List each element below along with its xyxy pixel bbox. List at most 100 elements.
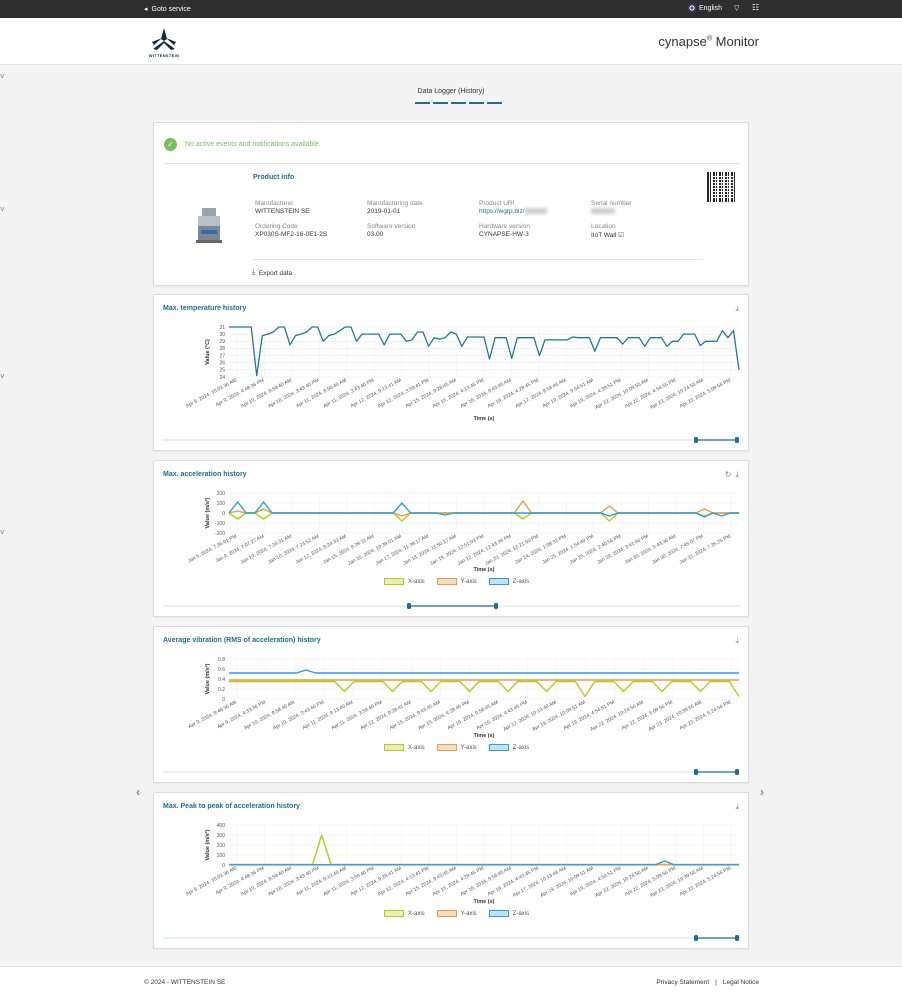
divider [164, 163, 740, 164]
x-tick-label: Apr 10, 2024, 3:43:40 PM [267, 377, 320, 409]
x-tick-label: Apr 12, 2024, 3:58:41 PM [377, 377, 430, 409]
footer-separator: | [715, 979, 717, 986]
x-tick-label: Apr 11, 2024, 3:58:40 PM [322, 865, 375, 897]
chart-title: Max. acceleration history [163, 471, 247, 478]
check-circle-icon: ✓ [164, 138, 177, 151]
ordering-code-field: Ordering Code XP030S-MF2-16-0E1-2S [255, 223, 328, 238]
legend-swatch [384, 744, 404, 751]
legend-swatch [488, 910, 509, 917]
y-axis-title: Value (m/s²) [204, 497, 211, 528]
y-tick-label: 0 [222, 697, 225, 703]
y-tick-label: 0.4 [218, 677, 225, 683]
range-slider-handle-left [407, 603, 411, 609]
software-version-field: Software version 03.00 [367, 223, 416, 238]
x-tick-label: Apr 12, 2024, 9:28:41 AM [359, 699, 412, 731]
legend-swatch [436, 578, 457, 585]
product-info-title: Product info [253, 174, 295, 181]
download-icon[interactable]: ⤓ [735, 304, 739, 313]
edge-marker: ˅ [0, 205, 5, 214]
x-tick-label: Apr 23, 2024, 5:09:56 PM [679, 377, 732, 409]
x-tick-label: Apr 10, 2024, 3:43:40 PM [272, 699, 325, 731]
chart-title: Max. Peak to peak of acceleration histor… [163, 803, 300, 810]
legend-label: Z-axis [512, 910, 530, 917]
legend-swatch [384, 910, 404, 917]
x-axis-title: Time (s) [474, 733, 495, 739]
x-tick-label: Apr 22, 2024, 10:24:56 AM [589, 699, 644, 732]
language-selector[interactable]: English [688, 4, 722, 12]
notification-text: No active events and notifications avail… [185, 141, 321, 148]
wittenstein-logo[interactable]: WITTENSTEIN [144, 24, 184, 60]
y-axis-title: Value (m/s²) [204, 829, 211, 860]
legend-item-x-axis[interactable]: X-axis [384, 744, 425, 751]
export-data-button[interactable]: ⤓ Export data [252, 269, 292, 277]
product-uri-link[interactable]: https://wgrp.biz/ [479, 208, 547, 215]
chart-svg: 0 100 200 300 400 Apr 9, 2024, 10:03:36 AM Apr… [163, 823, 741, 941]
chevron-down-icon[interactable]: ▽ [734, 5, 740, 12]
range-slider-handle-left [694, 935, 698, 941]
x-tick-label: Apr 15, 2024, 4:13:45 PM [432, 377, 485, 409]
download-icon[interactable]: ⤓ [735, 470, 739, 479]
serial-number-redacted [591, 208, 615, 215]
serial-number-field: Serial number [591, 200, 631, 215]
legend-item-z-axis[interactable]: Z-axis [488, 578, 529, 585]
download-icon[interactable]: ⤓ [735, 802, 739, 811]
x-tick-label: Apr 9, 2024, 10:03:36 AM [185, 377, 238, 409]
next-arrow-icon[interactable]: › [760, 785, 764, 799]
app-title-name: cynapse [658, 34, 707, 49]
x-tick-label: Apr 11, 2024, 8:58:40 AM [295, 377, 348, 409]
legend-label: Z-axis [512, 744, 530, 751]
footer: © 2024 - WITTENSTEIN SE Privacy Statemen… [0, 966, 902, 999]
goto-service-link[interactable]: ◂ Goto service [144, 5, 191, 14]
y-tick-label: 25 [219, 368, 225, 374]
x-tick-label: Apr 19, 2024, 10:09:51 AM [531, 699, 586, 732]
legend-label: X-axis [408, 744, 425, 751]
x-tick-label: Apr 9, 2024, 10:03:36 AM [185, 865, 238, 897]
privacy-statement-link[interactable]: Privacy Statement [656, 979, 710, 986]
range-slider-handle-right [735, 935, 739, 941]
y-tick-label: 27 [219, 353, 225, 359]
legal-notice-link[interactable]: Legal Notice [722, 979, 759, 986]
x-tick-label: Apr 9, 2024, 9:48:36 AM [187, 699, 237, 730]
legend-item-x-axis[interactable]: X-axis [384, 910, 425, 917]
x-tick-label: Apr 11, 2024, 9:13:40 AM [302, 699, 355, 731]
logo-mark-icon [152, 28, 176, 50]
x-tick-label: Jan 31, 2024, 7:35:25 PM [679, 533, 732, 565]
legend-item-z-axis[interactable]: Z-axis [488, 744, 530, 751]
x-tick-label: Apr 10, 2024, 3:43:40 PM [267, 865, 320, 897]
y-tick-label: 200 [217, 843, 226, 849]
refresh-icon[interactable]: ↻ [724, 470, 732, 479]
previous-arrow-icon[interactable]: ‹ [136, 785, 140, 799]
legend-item-z-axis[interactable]: Z-axis [488, 910, 530, 917]
y-axis-title: Value (°C) [205, 339, 211, 365]
y-tick-label: 0.8 [218, 657, 225, 663]
page-indicator[interactable] [415, 102, 502, 104]
legend-item-y-axis[interactable]: Y-axis [436, 578, 477, 585]
legend-label: X-axis [408, 578, 425, 585]
legend-item-y-axis[interactable]: Y-axis [436, 910, 477, 917]
y-tick-label: -200 [215, 531, 225, 537]
range-slider-handle-right [494, 603, 498, 609]
legend-item-x-axis[interactable]: X-axis [384, 578, 425, 585]
chart-legend: X-axis Y-axis Z-axis [384, 578, 529, 585]
app-header: WITTENSTEIN cynapse® Monitor [0, 18, 902, 65]
hardware-version-field: Hardware version CYNAPSE-HW-3 [479, 223, 530, 238]
edit-icon[interactable]: ☑ [618, 232, 624, 239]
settings-menu-icon[interactable]: ☷ [752, 3, 760, 12]
back-arrow-icon: ◂ [144, 6, 148, 13]
y-tick-label: 400 [217, 823, 226, 829]
legend-item-y-axis[interactable]: Y-axis [436, 744, 477, 751]
legend-swatch [384, 578, 404, 585]
x-tick-label: Jan 29, 2024, 3:41:46 PM [596, 533, 649, 565]
x-tick-label: Apr 9, 2024, 4:33:36 PM [216, 699, 267, 730]
chart-legend: X-axis Y-axis Z-axis [384, 910, 529, 917]
download-icon[interactable]: ⤓ [735, 636, 739, 645]
y-tick-label: 31 [219, 325, 225, 331]
x-tick-label: Apr 17, 2024, 9:58:46 AM [514, 377, 567, 409]
vibration-chart-card: Average vibration (RMS of acceleration) … [153, 626, 749, 783]
manufacturing-date-field: Manufacturing date 2019-01-01 [367, 200, 423, 215]
x-tick-label: Apr 10, 2024, 8:58:40 AM [243, 699, 296, 731]
legend-swatch [436, 744, 457, 751]
series-line-z-axis [228, 501, 739, 518]
legend-swatch [488, 578, 509, 585]
qr-code-image [707, 172, 737, 202]
